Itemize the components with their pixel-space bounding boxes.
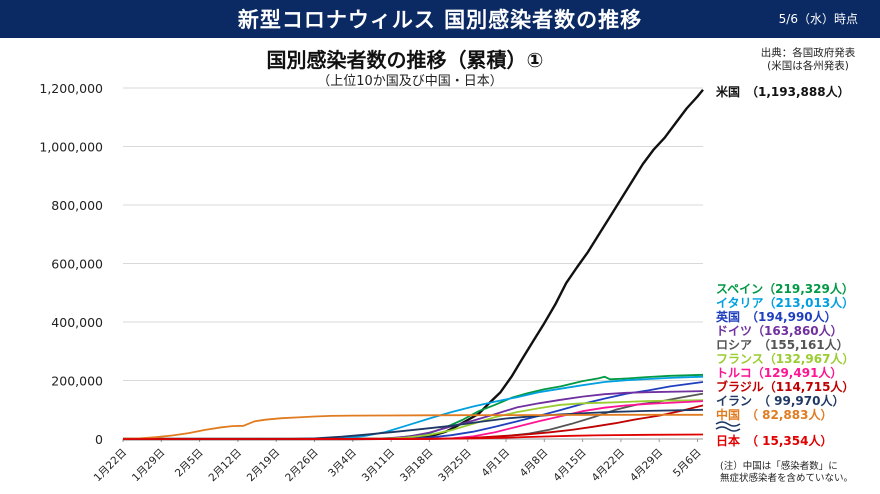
x-tick-label: 1月22日 xyxy=(92,447,130,485)
series-line xyxy=(122,413,703,440)
x-tick-label: 5月6日 xyxy=(671,447,704,480)
page-title: 新型コロナウィルス 国別感染者数の推移 xyxy=(237,8,643,32)
series-label: フランス（132,967人） xyxy=(716,351,854,366)
source-line-1: 出典：各国政府発表 xyxy=(760,47,856,59)
series-label: イタリア（213,013人） xyxy=(716,295,854,310)
series-label: スペイン（219,329人） xyxy=(716,281,854,296)
footnote-line-2: 無症状感染者を含めていない。 xyxy=(720,473,854,484)
series-label: 中国 （ 82,883人） xyxy=(716,407,833,422)
series-label: ブラジル（114,715人） xyxy=(716,379,854,394)
x-tick-label: 2月5日 xyxy=(173,447,206,480)
x-tick-label: 3月4日 xyxy=(326,447,359,480)
x-tick-label: 1月29日 xyxy=(130,447,168,485)
series-label: 英国 （194,990人） xyxy=(716,309,837,324)
header-banner: 新型コロナウィルス 国別感染者数の推移 5/6（水）時点 xyxy=(0,0,880,38)
chart-subtitle: （上位10か国及び中国・日本） xyxy=(317,74,503,89)
series-line xyxy=(123,433,704,440)
x-tick-label: 4月8日 xyxy=(518,447,551,480)
x-tick-label: 2月12日 xyxy=(207,447,245,485)
x-tick-label: 2月26日 xyxy=(283,447,321,485)
series-label: ドイツ（163,860人） xyxy=(716,323,843,338)
y-tick-label: 1,200,000 xyxy=(39,81,103,96)
series-label: 米国 （1,193,888人） xyxy=(716,84,850,99)
x-tick-label: 4月15日 xyxy=(551,447,589,485)
series-label: ロシア （155,161人） xyxy=(716,337,849,352)
y-tick-label: 400,000 xyxy=(51,315,103,330)
source-note: 出典：各国政府発表 (米国は各州発表) xyxy=(738,47,878,73)
date-label: 5/6（水）時点 xyxy=(778,12,858,26)
x-tick-label: 4月29日 xyxy=(628,447,666,485)
chart-title: 国別感染者数の推移（累積）① xyxy=(266,48,544,72)
y-tick-label: 600,000 xyxy=(51,257,103,272)
footnote-line-1: (注）中国は「感染者数」に xyxy=(720,461,838,472)
x-tick-label: 3月11日 xyxy=(360,447,398,485)
y-tick-label: 200,000 xyxy=(51,374,103,389)
x-tick-label: 4月22日 xyxy=(590,447,628,485)
x-tick-label: 2月19日 xyxy=(245,447,283,485)
series-label: イラン （ 99,970人） xyxy=(716,393,845,408)
x-tick-label: 3月25日 xyxy=(436,447,474,485)
footnote: (注）中国は「感染者数」に 無症状感染者を含めていない。 xyxy=(720,461,853,485)
y-tick-label: 1,000,000 xyxy=(39,140,103,155)
y-tick-label: 800,000 xyxy=(51,198,103,213)
series-line xyxy=(123,400,704,440)
y-tick-label: 0 xyxy=(95,432,103,447)
series-line xyxy=(123,392,704,440)
series-label: 日本 （ 15,354人） xyxy=(716,433,833,448)
axis-break-symbol xyxy=(715,421,741,432)
source-line-2: (米国は各州発表) xyxy=(767,60,849,72)
x-tick-label: 3月18日 xyxy=(398,447,436,485)
x-tick-label: 4月1日 xyxy=(479,447,512,480)
series-line xyxy=(123,89,704,441)
series-label: トルコ（129,491人） xyxy=(716,365,842,380)
